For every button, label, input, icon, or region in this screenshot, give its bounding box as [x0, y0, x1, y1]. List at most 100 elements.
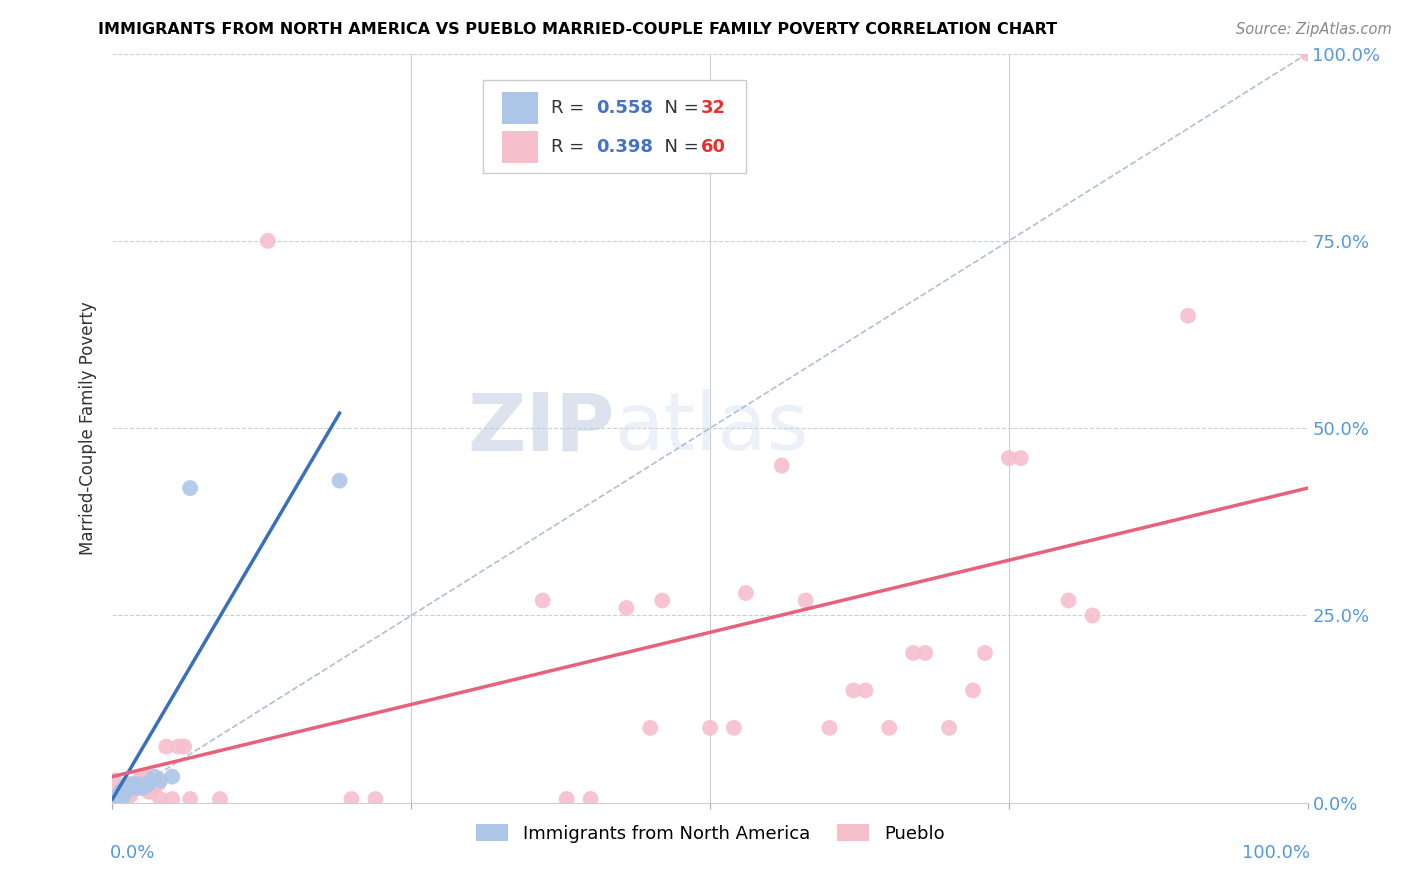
Point — [531, 593, 554, 607]
Point — [110, 789, 132, 804]
Point — [115, 782, 138, 797]
Point — [723, 721, 745, 735]
Point — [135, 777, 157, 791]
Point — [616, 601, 638, 615]
Point — [112, 789, 135, 803]
Point — [974, 646, 997, 660]
Point — [699, 721, 721, 735]
Point — [329, 474, 352, 488]
Point — [114, 787, 135, 801]
Point — [855, 683, 877, 698]
Point — [139, 784, 162, 798]
Point — [111, 791, 134, 805]
Text: 60: 60 — [700, 138, 725, 156]
Point — [105, 792, 128, 806]
Point — [1081, 608, 1104, 623]
Point — [114, 789, 135, 803]
Point — [770, 458, 793, 473]
Point — [135, 770, 157, 784]
Point — [131, 780, 153, 795]
Point — [257, 234, 280, 248]
Text: atlas: atlas — [614, 389, 808, 467]
Point — [121, 780, 143, 795]
Text: R =: R = — [551, 99, 591, 117]
Point — [107, 787, 129, 801]
Point — [962, 683, 984, 698]
Point — [129, 770, 152, 784]
Point — [121, 780, 143, 795]
Point — [125, 777, 148, 791]
Point — [112, 782, 135, 797]
FancyBboxPatch shape — [484, 79, 747, 173]
Point — [340, 792, 363, 806]
Point — [842, 683, 865, 698]
Point — [122, 777, 145, 791]
Point — [104, 793, 127, 807]
Point — [364, 792, 387, 806]
Text: 32: 32 — [700, 99, 725, 117]
Point — [914, 646, 936, 660]
Point — [118, 780, 141, 794]
Point — [998, 451, 1021, 466]
Point — [118, 784, 141, 798]
Point — [128, 780, 150, 795]
Point — [115, 782, 138, 797]
FancyBboxPatch shape — [502, 93, 538, 124]
Point — [108, 792, 131, 806]
Point — [108, 784, 131, 798]
Point — [110, 784, 132, 798]
Point — [1177, 309, 1199, 323]
Point — [138, 784, 160, 798]
Point — [167, 739, 190, 754]
Point — [879, 721, 901, 735]
Point — [179, 792, 201, 806]
Point — [111, 787, 134, 801]
FancyBboxPatch shape — [502, 131, 538, 163]
Point — [110, 792, 132, 806]
Point — [138, 777, 160, 791]
Point — [146, 777, 169, 791]
Text: ZIP: ZIP — [467, 389, 614, 467]
Point — [1010, 451, 1032, 466]
Text: R =: R = — [551, 138, 591, 156]
Point — [179, 481, 201, 495]
Point — [173, 739, 195, 754]
Point — [132, 770, 155, 784]
Point — [579, 792, 602, 806]
Text: 100.0%: 100.0% — [1241, 844, 1310, 862]
Point — [105, 794, 128, 808]
Point — [903, 646, 925, 660]
Point — [111, 784, 134, 798]
Point — [107, 793, 129, 807]
Text: 0.0%: 0.0% — [110, 844, 156, 862]
Point — [105, 789, 128, 804]
Y-axis label: Married-Couple Family Poverty: Married-Couple Family Poverty — [79, 301, 97, 555]
Point — [143, 777, 166, 791]
Point — [149, 792, 172, 806]
Point — [112, 780, 135, 795]
Point — [735, 586, 758, 600]
Point — [651, 593, 673, 607]
Legend: Immigrants from North America, Pueblo: Immigrants from North America, Pueblo — [468, 817, 952, 850]
Point — [117, 789, 139, 804]
Text: N =: N = — [652, 99, 704, 117]
Point — [938, 721, 960, 735]
Point — [818, 721, 841, 735]
Point — [105, 792, 128, 806]
Point — [114, 780, 135, 795]
Point — [117, 780, 139, 795]
Point — [108, 787, 131, 801]
Point — [104, 773, 127, 788]
Point — [555, 792, 578, 806]
Point — [155, 739, 177, 754]
Point — [1057, 593, 1080, 607]
Text: IMMIGRANTS FROM NORTH AMERICA VS PUEBLO MARRIED-COUPLE FAMILY POVERTY CORRELATIO: IMMIGRANTS FROM NORTH AMERICA VS PUEBLO … — [98, 22, 1057, 37]
Point — [162, 770, 183, 784]
Point — [125, 777, 148, 791]
Point — [114, 784, 136, 798]
Text: Source: ZipAtlas.com: Source: ZipAtlas.com — [1236, 22, 1392, 37]
Point — [107, 789, 129, 803]
Point — [120, 777, 142, 791]
Text: 0.558: 0.558 — [596, 99, 654, 117]
Point — [149, 773, 172, 788]
